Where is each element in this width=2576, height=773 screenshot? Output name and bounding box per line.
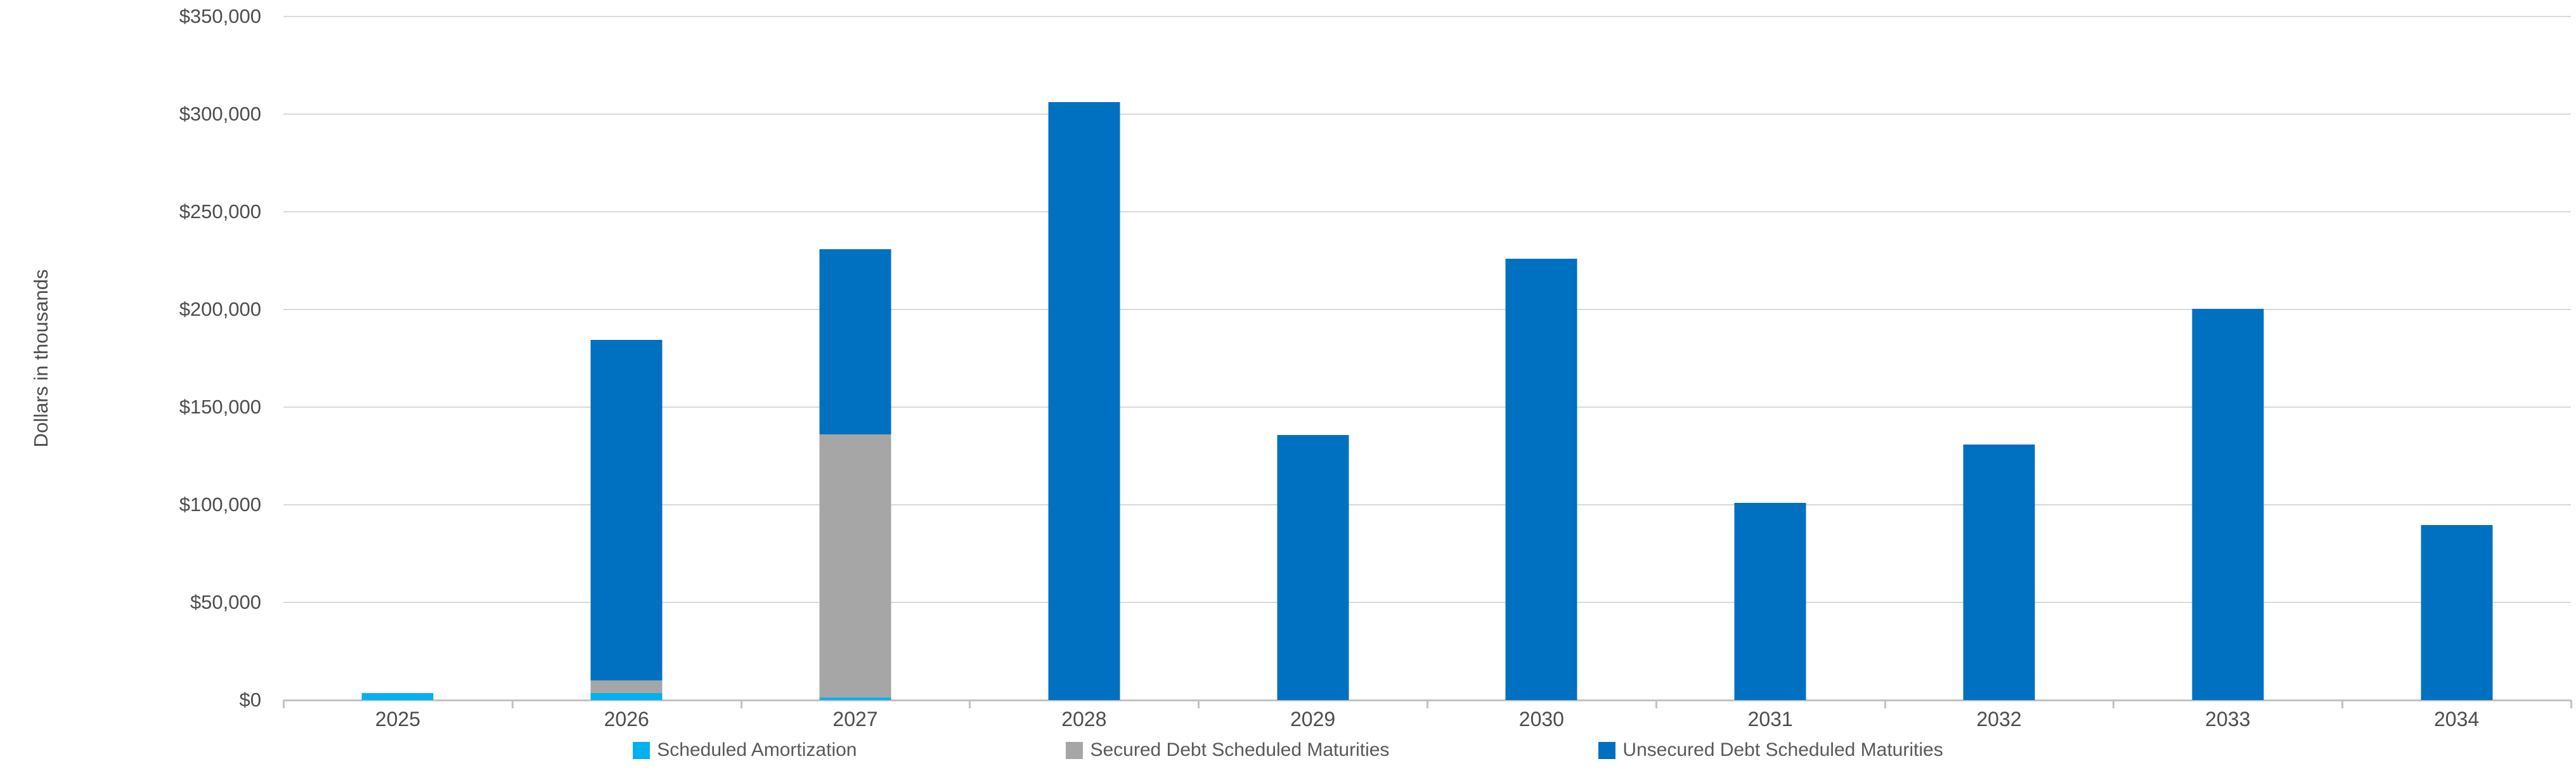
- axis-tick-mark: [283, 700, 285, 708]
- category-2025: [283, 16, 512, 700]
- y-axis-tick-labels: $350,000 $300,000 $250,000 $200,000 $150,000…: [0, 5, 261, 711]
- y-tick-label: $50,000: [190, 591, 261, 613]
- x-axis-label-2025: 2025: [375, 708, 420, 731]
- bar-segment-unsecured-debt-scheduled-maturities: [1277, 435, 1349, 700]
- y-tick-label: $350,000: [179, 5, 261, 27]
- category-2032: [1885, 16, 2114, 700]
- bars-layer: [283, 16, 2571, 700]
- bar-2034: [2421, 525, 2493, 700]
- axis-tick-mark: [2113, 700, 2115, 708]
- bar-segment-unsecured-debt-scheduled-maturities: [1734, 502, 1806, 700]
- bar-2029: [1277, 435, 1349, 700]
- bar-segment-secured-debt-scheduled-maturities: [819, 434, 891, 698]
- axis-tick-mark: [969, 700, 971, 708]
- gridline: [283, 16, 2571, 17]
- bar-segment-unsecured-debt-scheduled-maturities: [1963, 444, 2035, 700]
- plot-area: [283, 16, 2572, 708]
- y-tick-label: $0: [239, 689, 261, 711]
- y-tick-label: $250,000: [179, 200, 261, 223]
- category-2027: [741, 16, 970, 700]
- axis-tick-mark: [1427, 700, 1428, 708]
- gridline: [283, 602, 2571, 603]
- bar-segment-unsecured-debt-scheduled-maturities: [590, 339, 663, 681]
- legend-swatch-secured-debt-scheduled-maturities: [1066, 741, 1084, 759]
- category-2029: [1198, 16, 1427, 700]
- category-2026: [512, 16, 741, 700]
- bar-2028: [1048, 101, 1120, 700]
- gridline: [283, 504, 2571, 505]
- axis-tick-mark: [1198, 700, 1200, 708]
- bar-segment-scheduled-amortization: [590, 692, 663, 700]
- bar-segment-unsecured-debt-scheduled-maturities: [819, 249, 891, 435]
- x-axis-label-2034: 2034: [2433, 708, 2480, 731]
- bar-segment-scheduled-amortization: [819, 698, 891, 700]
- bar-segment-scheduled-amortization: [361, 693, 434, 700]
- bar-2027: [819, 249, 891, 700]
- x-axis-label-2030: 2030: [1518, 708, 1564, 731]
- y-tick-label: $200,000: [179, 298, 261, 320]
- legend-item-unsecured-debt-scheduled-maturities: Unsecured Debt Scheduled Maturities: [1598, 739, 1943, 761]
- legend: Scheduled Amortization Secured Debt Sched…: [0, 739, 2576, 761]
- y-tick-label: $300,000: [179, 103, 261, 125]
- x-axis-label-2027: 2027: [832, 708, 878, 731]
- bar-2032: [1963, 444, 2035, 700]
- x-axis-label-2028: 2028: [1061, 708, 1107, 731]
- bar-segment-unsecured-debt-scheduled-maturities: [2192, 308, 2264, 700]
- legend-label: Secured Debt Scheduled Maturities: [1090, 739, 1390, 760]
- bar-2033: [2192, 308, 2264, 700]
- gridline: [283, 211, 2571, 212]
- bar-segment-secured-debt-scheduled-maturities: [590, 680, 663, 693]
- bar-segment-unsecured-debt-scheduled-maturities: [1048, 101, 1120, 700]
- x-axis-label-2031: 2031: [1747, 708, 1793, 731]
- axis-tick-mark: [2341, 700, 2344, 708]
- bar-2030: [1505, 258, 1577, 700]
- x-axis-label-2033: 2033: [2205, 708, 2251, 731]
- gridline: [283, 113, 2571, 115]
- y-tick-label: $100,000: [179, 493, 261, 516]
- legend-label: Scheduled Amortization: [657, 739, 857, 760]
- legend-item-scheduled-amortization: Scheduled Amortization: [633, 739, 857, 761]
- axis-tick-mark: [1655, 700, 1657, 708]
- gridline: [283, 309, 2571, 310]
- bar-2025: [361, 693, 434, 700]
- gridline: [283, 406, 2571, 408]
- legend-item-secured-debt-scheduled-maturities: Secured Debt Scheduled Maturities: [1066, 739, 1389, 761]
- axis-tick-mark: [740, 700, 742, 708]
- legend-swatch-scheduled-amortization: [633, 741, 650, 759]
- x-axis-label-2029: 2029: [1290, 708, 1336, 731]
- x-axis-label-2032: 2032: [1976, 708, 2022, 731]
- bar-2031: [1734, 502, 1806, 700]
- category-2028: [969, 16, 1198, 700]
- y-tick-label: $150,000: [179, 396, 261, 418]
- x-axis-label-2026: 2026: [604, 708, 649, 731]
- category-2033: [2113, 16, 2342, 700]
- category-2031: [1656, 16, 1885, 700]
- legend-swatch-unsecured-debt-scheduled-maturities: [1598, 741, 1616, 759]
- bar-2026: [590, 339, 663, 700]
- bar-segment-unsecured-debt-scheduled-maturities: [2421, 525, 2493, 700]
- x-axis-labels: 2025 2026 2027 2028 2029 2030 2031 2032 2033 2034: [283, 708, 2571, 731]
- category-2030: [1427, 16, 1656, 700]
- axis-tick-mark: [1884, 700, 1886, 708]
- category-2034: [2342, 16, 2571, 700]
- axis-tick-mark: [2570, 700, 2572, 708]
- legend-label: Unsecured Debt Scheduled Maturities: [1622, 739, 1943, 760]
- axis-tick-mark: [511, 700, 514, 708]
- bar-segment-unsecured-debt-scheduled-maturities: [1505, 258, 1577, 700]
